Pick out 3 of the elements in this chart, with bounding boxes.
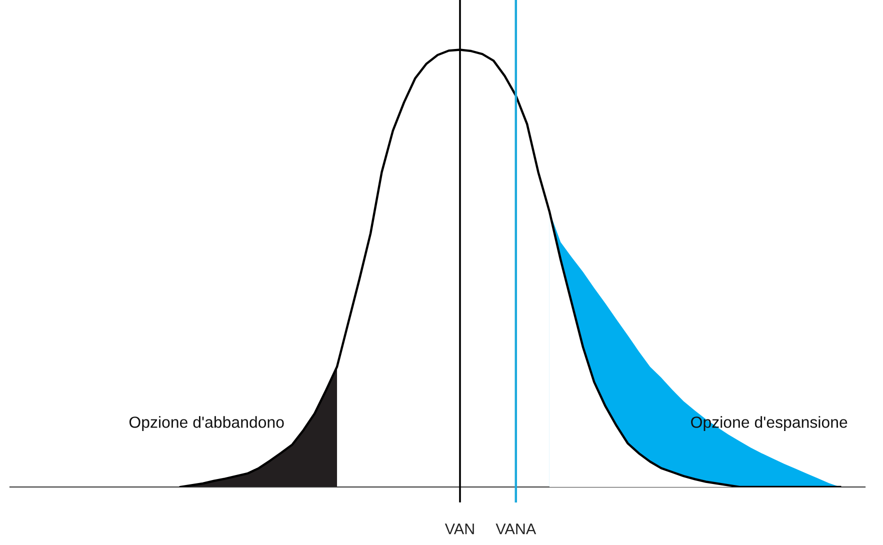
x-tick-label: VAN [444, 524, 474, 534]
annotation: Opzione d'abbandono [129, 416, 284, 432]
x-tick-label: VANA [496, 524, 536, 534]
